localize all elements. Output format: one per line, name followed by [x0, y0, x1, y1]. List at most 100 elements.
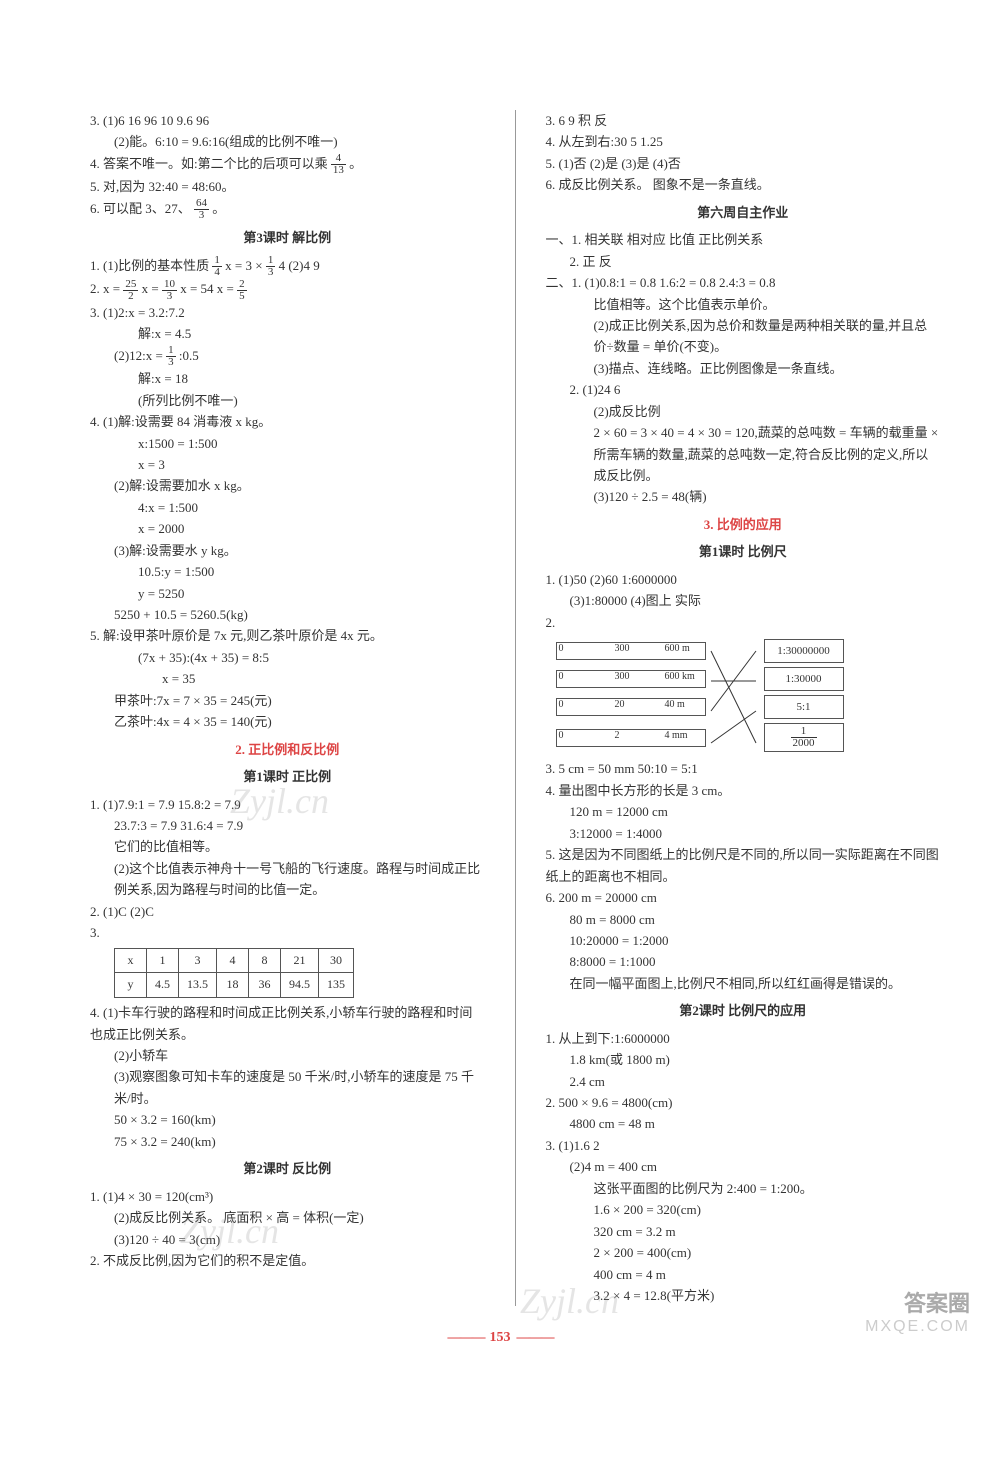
section-header: 2. 正比例和反比例: [90, 739, 485, 760]
text-line: 一、1. 相关联 相对应 比值 正比例关系: [546, 229, 941, 250]
column-divider: [515, 110, 516, 1306]
text-line: 5250 + 10.5 = 5260.5(kg): [90, 604, 485, 625]
text: x = 54 x =: [180, 281, 237, 296]
text-line: (3)120 ÷ 40 = 3(cm): [90, 1229, 485, 1250]
text-line: (3)描点、连线略。正比例图像是一条直线。: [546, 358, 941, 379]
text-line: 1. (1)比例的基本性质 14 x = 3 × 13 4 (2)4 9: [90, 255, 485, 279]
scale-ruler: 0 300 600 km: [556, 670, 706, 688]
denominator: 2: [123, 291, 138, 302]
text-line: 2.4 cm: [546, 1071, 941, 1092]
text-line: 5. (1)否 (2)是 (3)是 (4)否: [546, 153, 941, 174]
fraction: 252: [123, 279, 138, 302]
table-cell: 3: [179, 948, 217, 973]
scale-ruler: 0 20 40 m: [556, 698, 706, 716]
text-line: 6. 可以配 3、27、 643 。: [90, 198, 485, 222]
text: 6. 可以配 3、27、: [90, 201, 191, 216]
fraction: 643: [194, 198, 209, 221]
text: 2. x =: [90, 281, 123, 296]
fraction: 13: [166, 345, 176, 368]
scale-label: 1:30000: [764, 667, 844, 691]
text-line: 二、1. (1)0.8:1 = 0.8 1.6:2 = 0.8 2.4:3 = …: [546, 272, 941, 293]
text-line: 2. 不成反比例,因为它们的积不是定值。: [90, 1250, 485, 1271]
text-line: 4. 量出图中长方形的长是 3 cm。: [546, 780, 941, 801]
fraction: 13: [266, 255, 276, 278]
table-cell: 13.5: [179, 973, 217, 998]
section-header: 第1课时 比例尺: [546, 541, 941, 562]
fraction: 12000: [791, 726, 817, 749]
denominator: 4: [212, 267, 222, 278]
text-line: 2. 500 × 9.6 = 4800(cm): [546, 1092, 941, 1113]
text-line: (2)能。6:10 = 9.6:16(组成的比例不唯一): [90, 131, 485, 152]
text-line: 3. (1)2:x = 3.2:7.2: [90, 302, 485, 323]
text-line: 4. 从左到右:30 5 1.25: [546, 131, 941, 152]
scale-row: 0 2 4 mm 12000: [556, 723, 941, 752]
text: 。: [349, 156, 362, 171]
text-line: (2)4 m = 400 cm: [546, 1156, 941, 1177]
text-line: 3. (1)1.6 2: [546, 1135, 941, 1156]
scale-ruler: 0 300 600 m: [556, 642, 706, 660]
text: 4 (2)4 9: [279, 258, 320, 273]
tick-label: 0: [559, 697, 564, 714]
text-line: (2)成反比例关系。 底面积 × 高 = 体积(一定): [90, 1207, 485, 1228]
text: (2)12:x =: [114, 348, 166, 363]
text-line: 3. 5 cm = 50 mm 50:10 = 5:1: [546, 758, 941, 779]
fraction: 103: [162, 279, 177, 302]
text-line: 2. (1)C (2)C: [90, 901, 485, 922]
tick-label: 300: [615, 641, 630, 658]
fraction: 413: [331, 153, 346, 176]
text-line: (2)这个比值表示神舟十一号飞船的飞行速度。路程与时间成正比例关系,因为路程与时…: [90, 858, 485, 901]
text-line: 解:x = 4.5: [90, 323, 485, 344]
text-line: 乙茶叶:4x = 4 × 35 = 140(元): [90, 711, 485, 732]
tick-label: 600 km: [665, 669, 695, 686]
table-cell: y: [115, 973, 147, 998]
text: 。: [212, 201, 225, 216]
table-cell: 4: [217, 948, 249, 973]
scale-label: 12000: [764, 723, 844, 752]
section-header: 第六周自主作业: [546, 202, 941, 223]
table-row: x 1 3 4 8 21 30: [115, 948, 354, 973]
denominator: 13: [331, 165, 346, 176]
text-line: 1. (1)50 (2)60 1:6000000: [546, 569, 941, 590]
section-header: 3. 比例的应用: [546, 514, 941, 535]
text: :0.5: [179, 348, 199, 363]
numerator: 25: [123, 279, 138, 291]
denominator: 5: [237, 291, 247, 302]
denominator: 3: [266, 267, 276, 278]
denominator: 2000: [791, 738, 817, 749]
text-line: x = 2000: [90, 518, 485, 539]
text-line: 5. 这是因为不同图纸上的比例尺是不同的,所以同一实际距离在不同图纸上的距离也不…: [546, 844, 941, 887]
text-line: (2)小轿车: [90, 1045, 485, 1066]
right-column: 3. 6 9 积 反 4. 从左到右:30 5 1.25 5. (1)否 (2)…: [546, 110, 941, 1306]
text: x = 3 ×: [225, 258, 266, 273]
text-line: (3)观察图象可知卡车的速度是 50 千米/时,小轿车的速度是 75 千米/时。: [90, 1066, 485, 1109]
text-line: 4:x = 1:500: [90, 497, 485, 518]
text-line: 6. 成反比例关系。 图象不是一条直线。: [546, 174, 941, 195]
tick-label: 0: [559, 728, 564, 745]
tick-label: 0: [559, 641, 564, 658]
text-line: 解:x = 18: [90, 368, 485, 389]
text-line: y = 5250: [90, 583, 485, 604]
table-cell: 1: [147, 948, 179, 973]
text-line: 1. 从上到下:1:6000000: [546, 1028, 941, 1049]
left-column: 3. (1)6 16 96 10 9.6 96 (2)能。6:10 = 9.6:…: [90, 110, 485, 1306]
table-cell: 4.5: [147, 973, 179, 998]
text-line: (2)解:设需要加水 x kg。: [90, 475, 485, 496]
fraction: 25: [237, 279, 247, 302]
tick-label: 0: [559, 669, 564, 686]
tick-label: 600 m: [665, 641, 690, 658]
watermark: 答案圈 MXQE.COM: [865, 1286, 970, 1336]
text: 4. 答案不唯一。如:第二个比的后项可以乘: [90, 156, 331, 171]
text-line: 10:20000 = 1:2000: [546, 930, 941, 951]
text-line: 甲茶叶:7x = 7 × 35 = 245(元): [90, 690, 485, 711]
numerator: 10: [162, 279, 177, 291]
scale-row: 0 20 40 m 5:1: [556, 695, 941, 719]
tick-label: 40 m: [665, 697, 685, 714]
text-line: 75 × 3.2 = 240(km): [90, 1131, 485, 1152]
text-line: 在同一幅平面图上,比例尺不相同,所以红红画得是错误的。: [546, 973, 941, 994]
text-line: 4. (1)卡车行驶的路程和时间成正比例关系,小轿车行驶的路程和时间也成正比例关…: [90, 1002, 485, 1045]
scale-row: 0 300 600 m 1:30000000: [556, 639, 941, 663]
tick-label: 20: [615, 697, 625, 714]
text-line: 10.5:y = 1:500: [90, 561, 485, 582]
page-number: 153: [0, 1330, 1000, 1346]
text-line: (3)解:设需要水 y kg。: [90, 540, 485, 561]
